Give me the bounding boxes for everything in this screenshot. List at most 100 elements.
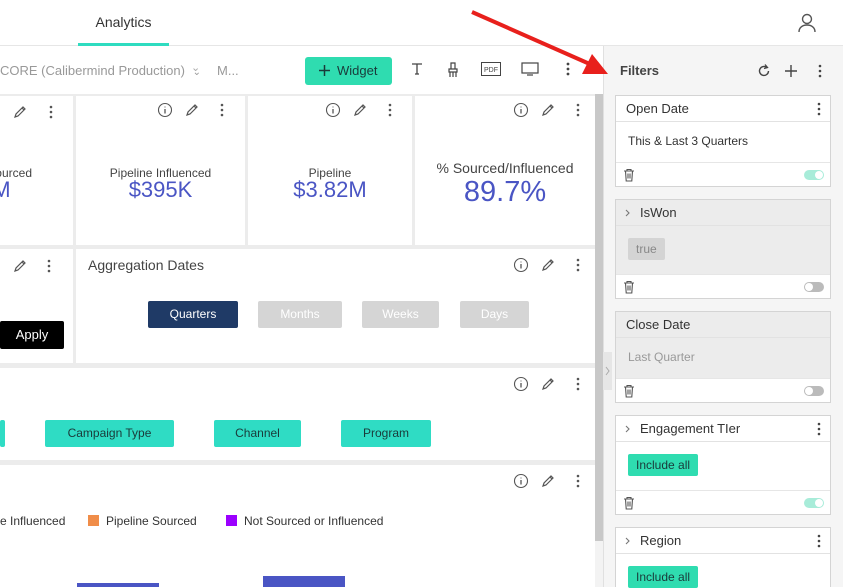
info-icon[interactable] <box>157 102 173 118</box>
trash-icon[interactable] <box>623 496 635 510</box>
collapse-panel-handle[interactable] <box>603 352 612 390</box>
aggregation-months-button[interactable]: Months <box>258 301 342 328</box>
edit-icon[interactable] <box>184 102 200 118</box>
chart-bar <box>77 583 159 587</box>
metric-value: 5M <box>0 177 11 202</box>
more-vertical-icon[interactable] <box>48 105 54 119</box>
edit-icon[interactable] <box>540 257 556 273</box>
more-vertical-icon[interactable] <box>816 422 822 436</box>
filter-card-open-date: Open Date This & Last 3 Quarters <box>615 95 831 187</box>
more-vertical-icon[interactable] <box>219 103 225 117</box>
metric-label: ourced <box>0 166 32 180</box>
edit-icon[interactable] <box>352 102 368 118</box>
metric-card-percent-sourced: % Sourced/Influenced 89.7% <box>415 96 595 245</box>
edit-icon[interactable] <box>540 473 556 489</box>
chevron-right-icon[interactable] <box>625 537 631 545</box>
legend-influenced-label: e Influenced <box>0 514 66 528</box>
filter-card-close-date: Close Date Last Quarter <box>615 311 831 403</box>
filter-card-region: Region Include all <box>615 527 831 588</box>
legend-not-sourced-swatch <box>226 515 237 526</box>
filter-enabled-toggle[interactable] <box>804 498 824 508</box>
more-vertical-icon[interactable] <box>817 64 823 78</box>
filter-value-chip[interactable]: Include all <box>628 566 699 588</box>
filter-value-chip[interactable]: true <box>628 238 665 260</box>
grid-scrollbar-thumb[interactable] <box>595 94 603 541</box>
info-icon[interactable] <box>325 102 341 118</box>
filter-name: Engagement TIer <box>616 416 830 442</box>
dimension-button-partial[interactable] <box>0 420 5 447</box>
workspace-select[interactable]: CORE (Calibermind Production) ⌄ <box>0 63 201 78</box>
metric-label: Pipeline <box>308 166 352 180</box>
metric-card-pipeline: Pipeline $3.82M <box>248 96 412 245</box>
more-vertical-icon[interactable] <box>46 259 52 273</box>
filter-value[interactable]: Last Quarter <box>628 350 695 364</box>
pdf-icon[interactable]: PDF <box>481 62 501 76</box>
pipeline-chart-card <box>0 465 595 587</box>
reset-icon[interactable] <box>756 63 772 79</box>
metric-label: Pipeline Influenced <box>109 166 212 180</box>
chevron-right-icon[interactable] <box>625 209 631 217</box>
filter-value[interactable]: This & Last 3 Quarters <box>628 134 749 148</box>
aggregation-weeks-button[interactable]: Weeks <box>362 301 439 328</box>
trash-icon[interactable] <box>623 384 635 398</box>
brush-icon[interactable] <box>447 62 459 78</box>
trash-icon[interactable] <box>623 280 635 294</box>
metric-value: $3.82M <box>293 177 367 202</box>
more-vertical-icon[interactable] <box>575 103 581 117</box>
aggregation-days-button[interactable]: Days <box>460 301 529 328</box>
user-icon[interactable] <box>798 13 816 33</box>
card-title: Aggregation Dates <box>88 257 204 273</box>
monitor-icon[interactable] <box>521 62 539 76</box>
date-range-card: Apply <box>0 249 73 363</box>
info-icon[interactable] <box>513 376 529 392</box>
more-vertical-icon[interactable] <box>565 62 571 76</box>
edit-icon[interactable] <box>540 376 556 392</box>
filter-name: Region <box>616 528 830 554</box>
legend-sourced-label: Pipeline Sourced <box>106 514 197 528</box>
chevron-right-icon[interactable] <box>625 425 631 433</box>
apply-button[interactable]: Apply <box>0 321 64 349</box>
legend-sourced-swatch <box>88 515 99 526</box>
add-widget-label: Widget <box>337 63 378 78</box>
filter-value-chip[interactable]: Include all <box>628 454 699 476</box>
more-vertical-icon[interactable] <box>575 474 581 488</box>
add-filter-icon[interactable] <box>784 64 798 78</box>
filter-name: IsWon <box>616 200 830 226</box>
more-vertical-icon[interactable] <box>816 534 822 548</box>
dimension-program-button[interactable]: Program <box>341 420 431 447</box>
filter-enabled-toggle[interactable] <box>804 386 824 396</box>
metric-value: 89.7% <box>463 176 547 208</box>
aggregation-quarters-button[interactable]: Quarters <box>148 301 238 328</box>
edit-icon[interactable] <box>12 258 28 274</box>
trash-icon[interactable] <box>623 168 635 182</box>
chevron-down-icon[interactable]: ⌄ <box>191 62 201 74</box>
dimension-channel-button[interactable]: Channel <box>214 420 301 447</box>
more-vertical-icon[interactable] <box>575 258 581 272</box>
info-icon[interactable] <box>513 257 529 273</box>
filter-name: Close Date <box>616 312 830 338</box>
text-icon[interactable] <box>410 62 424 76</box>
dimension-campaign-type-button[interactable]: Campaign Type <box>45 420 174 447</box>
info-icon[interactable] <box>513 473 529 489</box>
top-bar: Analytics <box>0 0 843 46</box>
metric-value: $395K <box>128 177 193 202</box>
filter-enabled-toggle[interactable] <box>804 282 824 292</box>
dashboard-toolbar <box>0 46 603 94</box>
edit-icon[interactable] <box>12 104 28 120</box>
more-vertical-icon[interactable] <box>816 102 822 116</box>
second-select[interactable]: M... <box>217 63 239 78</box>
more-vertical-icon[interactable] <box>387 103 393 117</box>
info-icon[interactable] <box>513 102 529 118</box>
filter-card-engagement-tier: Engagement TIer Include all <box>615 415 831 515</box>
annotation-arrow <box>471 10 608 74</box>
tab-analytics[interactable]: Analytics <box>78 0 169 46</box>
filter-card-iswon: IsWon true <box>615 199 831 299</box>
more-vertical-icon[interactable] <box>575 377 581 391</box>
metric-card-sourced: ourced 5M <box>0 96 73 245</box>
filter-enabled-toggle[interactable] <box>804 170 824 180</box>
chart-bar <box>263 576 345 587</box>
svg-text:PDF: PDF <box>484 67 498 74</box>
edit-icon[interactable] <box>540 102 556 118</box>
filters-title: Filters <box>620 63 660 78</box>
add-widget-button[interactable]: Widget <box>305 57 392 85</box>
